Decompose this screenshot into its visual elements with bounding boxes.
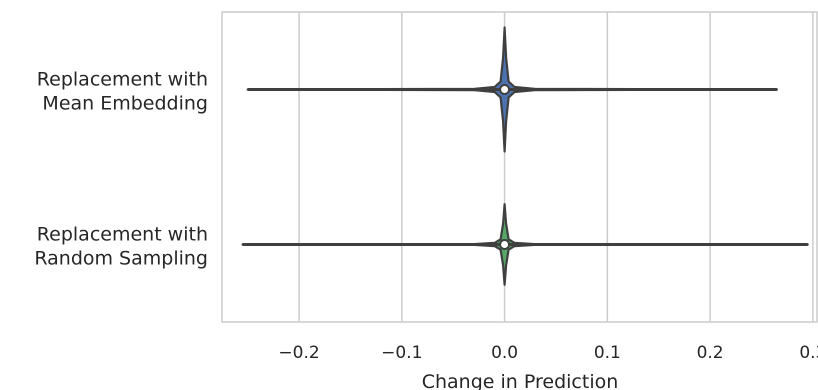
x-tick-label: −0.2: [278, 343, 319, 363]
violin-1: [246, 26, 778, 153]
grid-lines: [298, 12, 814, 322]
violins: [241, 26, 809, 286]
category-label: Mean Embedding: [42, 93, 208, 115]
x-tick-label: 0.2: [697, 343, 724, 363]
x-tick-label: 0.1: [594, 343, 621, 363]
category-label: Replacement with: [37, 69, 208, 91]
median-point: [499, 84, 511, 95]
plot-frame: [221, 11, 818, 323]
category-label: Random Sampling: [34, 248, 208, 270]
median-point: [499, 239, 511, 250]
violin-2: [241, 203, 809, 286]
x-tick-label: −0.1: [381, 343, 422, 363]
x-axis-label: Change in Prediction: [422, 371, 619, 390]
x-tick-label: 0.0: [491, 343, 518, 363]
x-tick-label: 0.3: [799, 343, 818, 363]
category-label: Replacement with: [37, 224, 208, 246]
x-tick-labels: −0.2 −0.1 0.0 0.1 0.2 0.3: [278, 343, 818, 363]
